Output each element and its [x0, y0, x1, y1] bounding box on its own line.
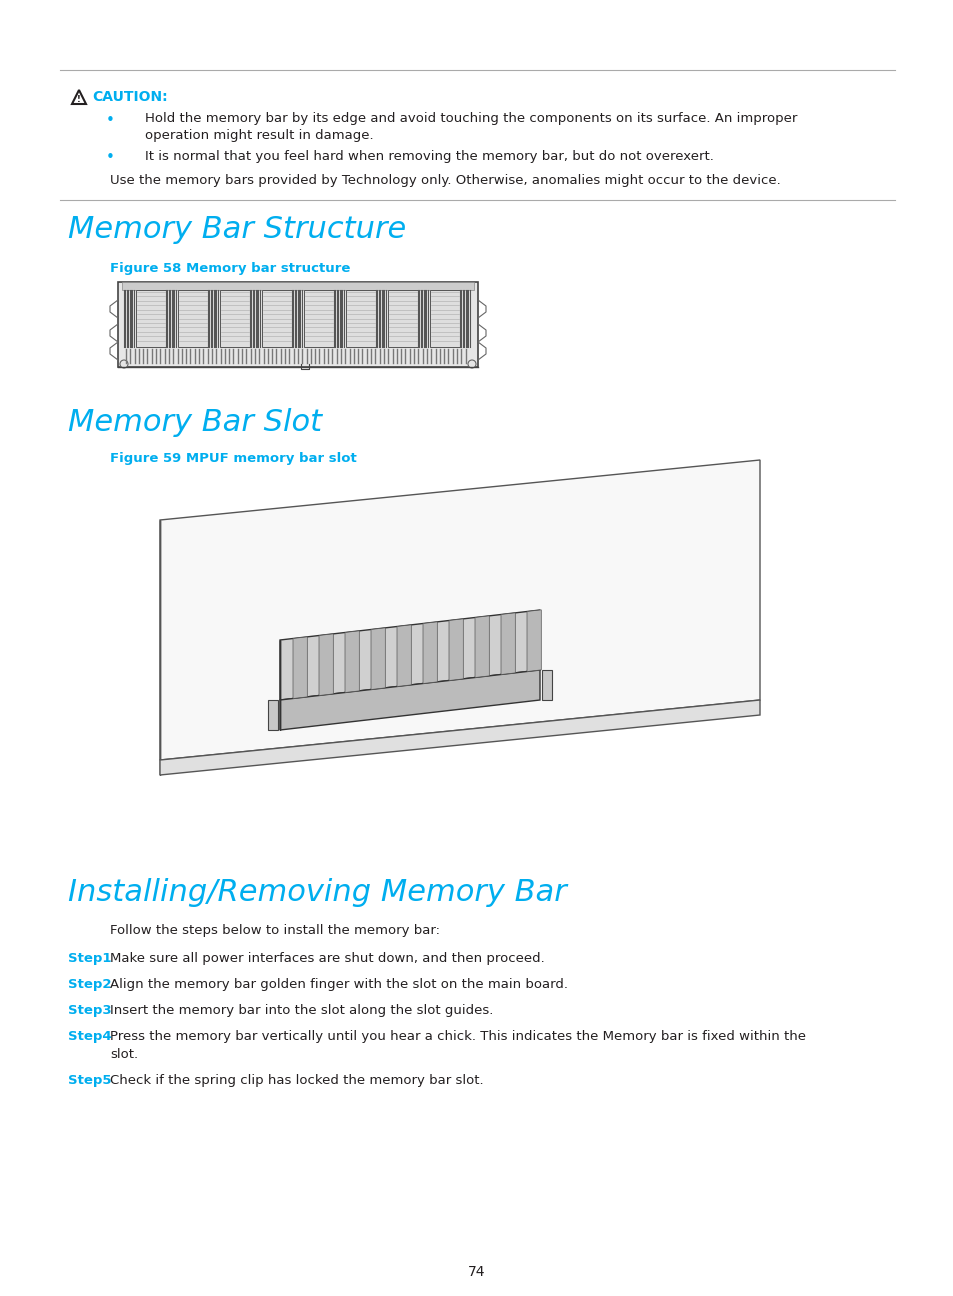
- Polygon shape: [500, 613, 515, 674]
- Bar: [220, 290, 250, 347]
- Bar: [262, 290, 292, 347]
- Text: Step1: Step1: [68, 953, 112, 966]
- Text: Use the memory bars provided by Technology only. Otherwise, anomalies might occu: Use the memory bars provided by Technolo…: [110, 174, 780, 187]
- Text: Insert the memory bar into the slot along the slot guides.: Insert the memory bar into the slot alon…: [110, 1004, 493, 1017]
- Text: Step2: Step2: [68, 978, 112, 991]
- Text: Step4: Step4: [68, 1030, 112, 1043]
- Bar: [430, 290, 459, 347]
- Polygon shape: [449, 619, 463, 680]
- Polygon shape: [475, 616, 489, 678]
- Text: Step5: Step5: [68, 1074, 112, 1087]
- Bar: [541, 670, 552, 700]
- Polygon shape: [526, 610, 540, 671]
- Circle shape: [468, 360, 476, 368]
- Text: Memory Bar Slot: Memory Bar Slot: [68, 408, 322, 437]
- Text: 74: 74: [468, 1265, 485, 1279]
- Bar: [178, 290, 208, 347]
- Bar: [268, 700, 277, 730]
- Text: •: •: [106, 113, 114, 128]
- Text: Figure 58 Memory bar structure: Figure 58 Memory bar structure: [110, 262, 350, 275]
- Polygon shape: [422, 622, 436, 683]
- Polygon shape: [318, 634, 333, 696]
- Text: Follow the steps below to install the memory bar:: Follow the steps below to install the me…: [110, 924, 439, 937]
- Bar: [346, 290, 375, 347]
- Text: It is normal that you feel hard when removing the memory bar, but do not overexe: It is normal that you feel hard when rem…: [145, 150, 713, 163]
- Polygon shape: [160, 460, 760, 759]
- Text: Figure 59 MPUF memory bar slot: Figure 59 MPUF memory bar slot: [110, 452, 356, 465]
- Polygon shape: [160, 700, 760, 775]
- Text: Step3: Step3: [68, 1004, 112, 1017]
- Polygon shape: [345, 631, 359, 692]
- Text: Make sure all power interfaces are shut down, and then proceed.: Make sure all power interfaces are shut …: [110, 953, 544, 966]
- Text: Hold the memory bar by its edge and avoid touching the components on its surface: Hold the memory bar by its edge and avoi…: [145, 111, 797, 124]
- Polygon shape: [371, 627, 385, 689]
- Polygon shape: [280, 610, 539, 700]
- Text: slot.: slot.: [110, 1048, 138, 1061]
- Text: Press the memory bar vertically until you hear a chick. This indicates the Memor: Press the memory bar vertically until yo…: [110, 1030, 805, 1043]
- Text: CAUTION:: CAUTION:: [91, 89, 168, 104]
- Polygon shape: [280, 670, 539, 730]
- Text: Memory Bar Structure: Memory Bar Structure: [68, 215, 406, 244]
- Bar: [118, 283, 477, 367]
- Bar: [304, 290, 334, 347]
- Bar: [136, 290, 166, 347]
- Circle shape: [120, 360, 128, 368]
- Polygon shape: [396, 625, 411, 687]
- Text: •: •: [106, 150, 114, 165]
- Bar: [388, 290, 417, 347]
- Polygon shape: [293, 636, 307, 699]
- Text: Check if the spring clip has locked the memory bar slot.: Check if the spring clip has locked the …: [110, 1074, 483, 1087]
- Text: Align the memory bar golden finger with the slot on the main board.: Align the memory bar golden finger with …: [110, 978, 567, 991]
- Text: operation might result in damage.: operation might result in damage.: [145, 130, 374, 143]
- Text: Installing/Removing Memory Bar: Installing/Removing Memory Bar: [68, 877, 566, 907]
- Text: !: !: [77, 95, 81, 104]
- Bar: [122, 283, 474, 290]
